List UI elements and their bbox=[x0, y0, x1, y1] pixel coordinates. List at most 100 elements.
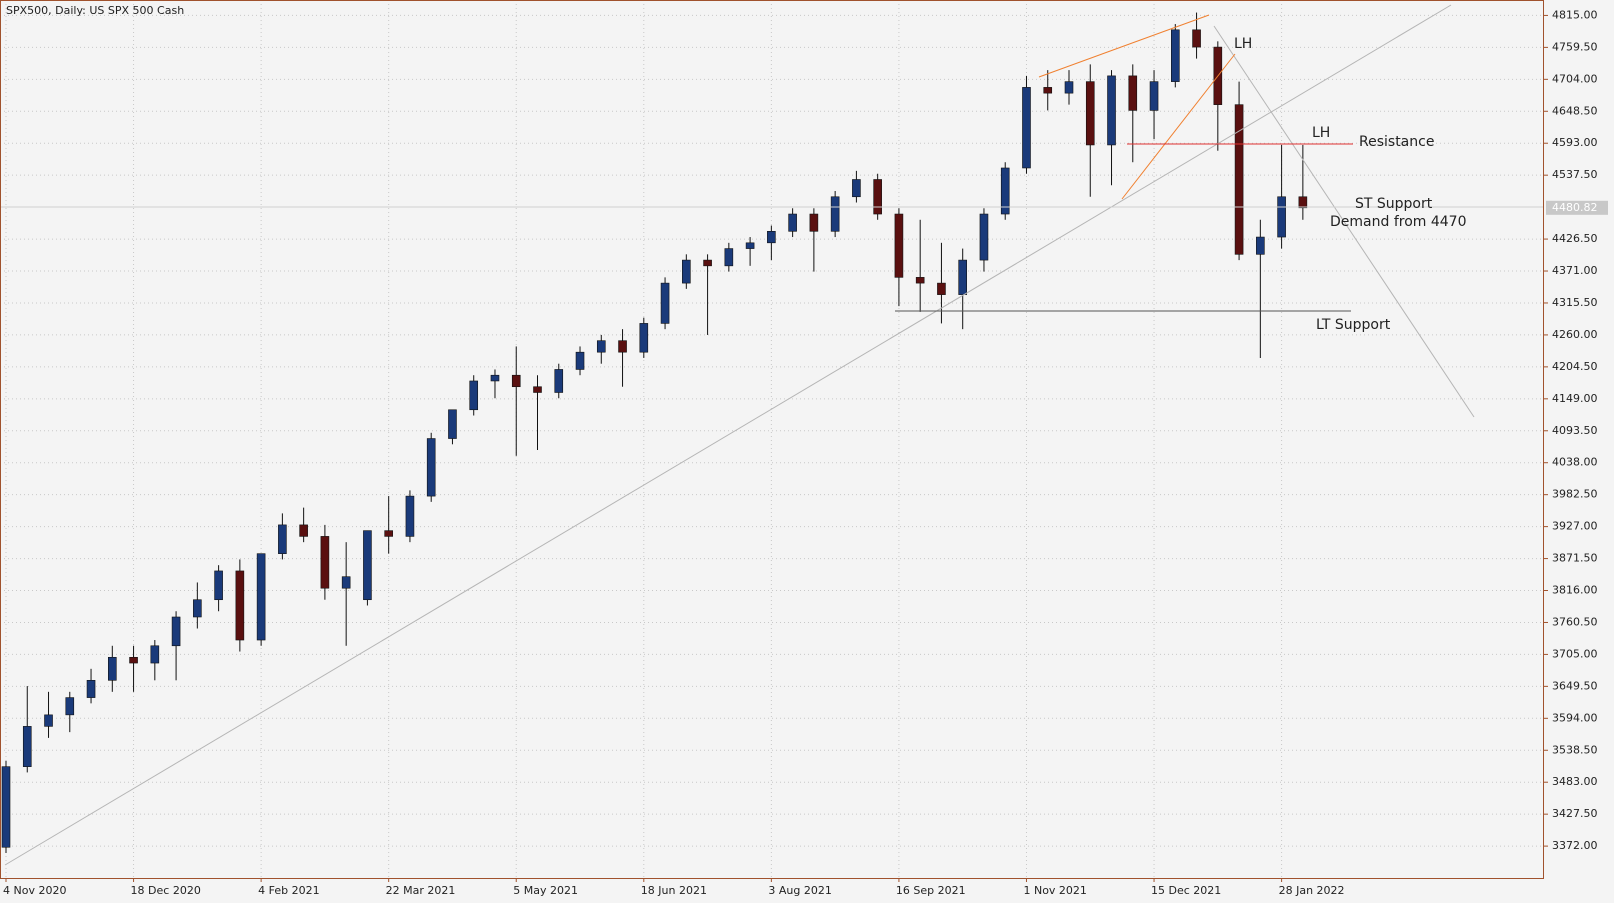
candle-body bbox=[214, 570, 223, 601]
y-tick-label: 4093.50 bbox=[1552, 424, 1598, 437]
annotation: LT Support bbox=[1316, 317, 1391, 333]
y-tick-label: 3594.00 bbox=[1552, 711, 1598, 724]
candle-body bbox=[108, 656, 117, 681]
annotation: LH bbox=[1312, 125, 1330, 141]
candle-body bbox=[682, 259, 691, 284]
grid bbox=[0, 0, 1544, 878]
y-tick-label: 4038.00 bbox=[1552, 456, 1598, 469]
candle-body bbox=[1107, 75, 1116, 146]
candle-body bbox=[150, 645, 160, 664]
candle-body bbox=[405, 495, 415, 537]
candle-body bbox=[299, 524, 308, 537]
candle-body bbox=[171, 616, 181, 647]
candle-body bbox=[363, 530, 372, 601]
candle-body bbox=[618, 340, 627, 353]
y-tick-label: 3705.00 bbox=[1552, 647, 1598, 660]
annotation: ST Support bbox=[1355, 196, 1433, 212]
drawings bbox=[0, 4, 1544, 866]
candle-body bbox=[1128, 75, 1138, 111]
price-label-box bbox=[1546, 200, 1608, 215]
candle-body bbox=[852, 179, 861, 198]
candle-body bbox=[533, 386, 542, 393]
y-tick-label: 4759.50 bbox=[1552, 40, 1598, 53]
x-tick-label: 3 Aug 2021 bbox=[768, 884, 831, 897]
candle-body bbox=[724, 248, 734, 267]
y-tick-label: 3982.50 bbox=[1552, 488, 1598, 501]
candle-body bbox=[767, 231, 776, 244]
x-tick-label: 16 Sep 2021 bbox=[896, 884, 966, 897]
y-tick-label: 4593.00 bbox=[1552, 136, 1598, 149]
candle-body bbox=[448, 409, 457, 439]
chart-title: SPX500, Daily: US SPX 500 Cash bbox=[6, 4, 184, 17]
x-tick-label: 18 Dec 2020 bbox=[131, 884, 201, 897]
trendline bbox=[4, 4, 1452, 866]
candle-body bbox=[703, 259, 712, 267]
y-tick-label: 4815.00 bbox=[1552, 8, 1598, 21]
y-tick-label: 4204.50 bbox=[1552, 360, 1598, 373]
candle-body bbox=[873, 179, 882, 215]
candle-body bbox=[1043, 87, 1053, 94]
candle-body bbox=[256, 553, 266, 641]
x-tick-label: 28 Jan 2022 bbox=[1279, 884, 1345, 897]
candle-body bbox=[511, 374, 521, 388]
candle-body bbox=[341, 576, 351, 589]
candle-body bbox=[788, 213, 797, 232]
candle-body bbox=[490, 374, 500, 382]
y-tick-label: 4149.00 bbox=[1552, 392, 1598, 405]
annotation: LH bbox=[1234, 36, 1252, 52]
x-tick-label: 18 Jun 2021 bbox=[641, 884, 707, 897]
y-tick-label: 3427.50 bbox=[1552, 807, 1598, 820]
candle-body bbox=[469, 380, 479, 411]
candle-body bbox=[1298, 196, 1308, 209]
candle-body bbox=[44, 714, 53, 727]
y-tick-label: 4426.50 bbox=[1552, 232, 1598, 245]
x-tick-label: 5 May 2021 bbox=[513, 884, 578, 897]
x-tick-label: 4 Feb 2021 bbox=[258, 884, 319, 897]
candle-body bbox=[320, 536, 330, 589]
x-tick-label: 4 Nov 2020 bbox=[3, 884, 66, 897]
candle-body bbox=[745, 242, 755, 249]
x-tick-label: 22 Mar 2021 bbox=[386, 884, 456, 897]
annotations: LH LH Resistance ST Support Demand from … bbox=[1234, 36, 1466, 333]
trendline bbox=[1038, 14, 1210, 78]
candle-body bbox=[1234, 104, 1244, 255]
candle-body bbox=[575, 351, 585, 370]
candle-body bbox=[1192, 29, 1201, 48]
x-tick-label: 1 Nov 2021 bbox=[1023, 884, 1086, 897]
candle-body bbox=[554, 369, 564, 393]
y-tick-label: 4315.50 bbox=[1552, 296, 1598, 309]
candle-body bbox=[660, 282, 670, 324]
y-tick-label: 3372.00 bbox=[1552, 839, 1598, 852]
candle-body bbox=[86, 680, 96, 698]
y-tick-label: 3816.00 bbox=[1552, 584, 1598, 597]
x-tick-label: 15 Dec 2021 bbox=[1151, 884, 1221, 897]
annotation: Demand from 4470 bbox=[1330, 214, 1466, 230]
candle-body bbox=[830, 196, 840, 232]
price-label: 4480.82 bbox=[1552, 201, 1598, 214]
y-tick-label: 3649.50 bbox=[1552, 679, 1598, 692]
y-tick-label: 3927.00 bbox=[1552, 520, 1598, 533]
candle-body bbox=[596, 340, 606, 353]
candle-body bbox=[1022, 87, 1031, 169]
candle-body bbox=[129, 656, 138, 664]
candle-body bbox=[1277, 196, 1286, 238]
candle-body bbox=[1064, 81, 1074, 94]
candle-body bbox=[1171, 29, 1180, 82]
candle-body bbox=[65, 697, 75, 716]
candle-body bbox=[979, 213, 989, 261]
y-tick-label: 3871.50 bbox=[1552, 552, 1598, 565]
candle-body bbox=[278, 524, 287, 554]
candle-body bbox=[1000, 167, 1010, 215]
annotation: Resistance bbox=[1359, 134, 1434, 150]
trendline bbox=[1213, 25, 1475, 418]
candle-body bbox=[809, 213, 819, 232]
plot-frame bbox=[0, 0, 1544, 879]
y-tick-label: 4537.50 bbox=[1552, 168, 1598, 181]
y-tick-label: 4648.50 bbox=[1552, 104, 1598, 117]
candle-body bbox=[22, 726, 32, 767]
y-tick-label: 4371.00 bbox=[1552, 264, 1598, 277]
y-tick-label: 4260.00 bbox=[1552, 328, 1598, 341]
candle-body bbox=[894, 213, 904, 278]
